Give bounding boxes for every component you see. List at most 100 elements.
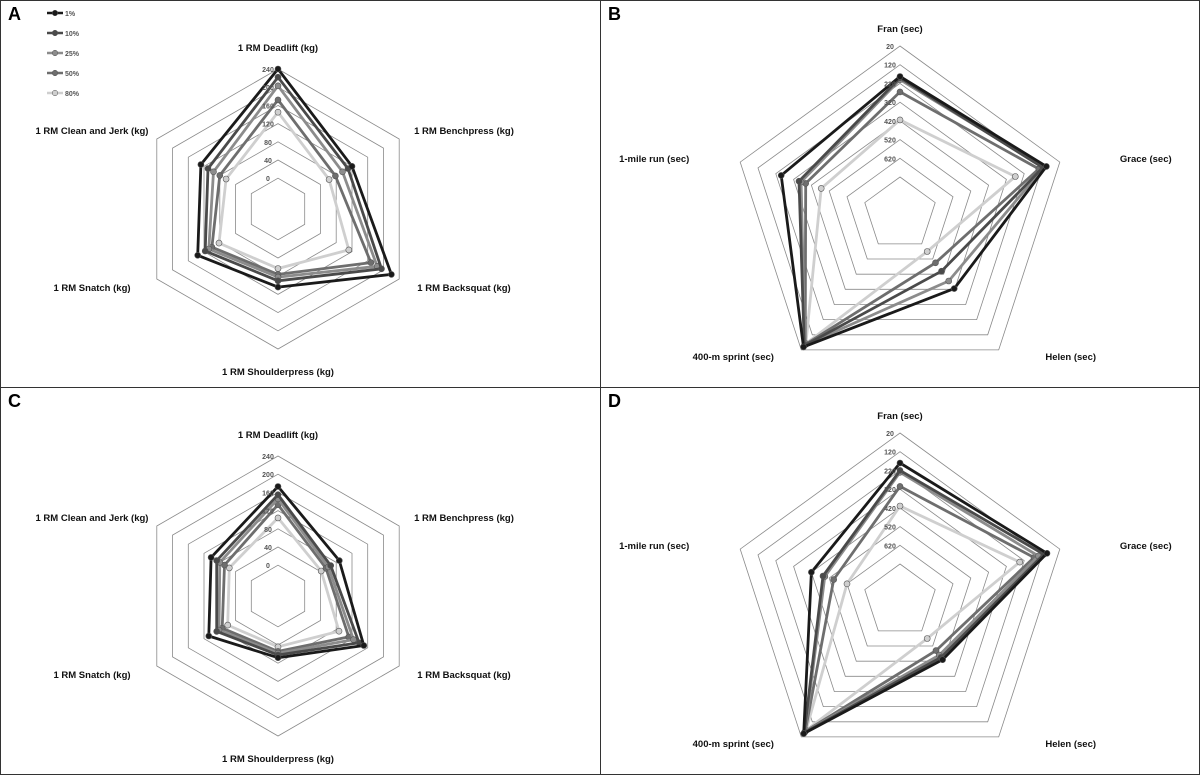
axis-label: 1 RM Snatch (kg) [53,283,130,294]
data-point [274,491,282,498]
data-point [327,562,335,569]
tick-label: 160 [262,103,274,110]
series-line [779,75,1048,349]
tick-labels: 0 40 80 120 160 200 240 [262,67,274,183]
series-group [205,483,368,662]
axis-labels: 1 RM Deadlift (kg) 1 RM Benchpress (kg) 1 … [36,430,514,765]
data-point [367,259,375,266]
data-point [345,246,353,254]
axis-labels: 1 RM Deadlift (kg) 1 RM Benchpress (kg) 1 … [36,43,514,378]
tick-label: 240 [262,454,274,461]
tick-label: 520 [884,138,896,145]
tick-label: 0 [266,563,270,570]
series-line [802,461,1049,736]
data-point [896,483,904,490]
axis-labels: Fran (sec) Grace (sec) Helen (sec) 400-m sp… [619,24,1172,363]
legend-marker [51,69,59,77]
data-point [923,635,931,642]
data-point [197,161,205,168]
grid-ring [156,455,400,737]
panel-d: D 20 120 220 320 420 520 620 Fran (sec) Grace (s… [600,387,1200,775]
tick-label: 200 [262,472,274,479]
grid-ring [187,491,369,701]
axis-label: Fran (sec) [877,411,922,422]
data-point [274,108,282,116]
data-point [274,96,282,104]
tick-label: 620 [884,156,896,163]
tick-label: 220 [884,468,896,475]
grid-ring [172,86,384,332]
data-point [213,628,220,635]
axis-label: 400-m sprint (sec) [693,352,774,363]
legend-marker [51,29,59,37]
axis-label: 1 RM Backsquat (kg) [417,670,510,681]
axis-label: Helen (sec) [1045,739,1096,750]
grid-ring [793,101,1007,305]
data-point [204,165,212,172]
data-point [274,654,282,662]
data-point [950,285,958,292]
data-point [1011,173,1019,180]
tick-label: 80 [264,140,272,147]
axis-label: 1 RM Shoulderpress (kg) [222,754,334,765]
grid-ring [187,104,369,314]
grid-ring [775,82,1025,321]
tick-label: 420 [884,506,896,513]
data-point [339,168,346,176]
grid-ring [846,157,954,260]
grid-ring [739,45,1061,351]
tick-label: 40 [264,158,272,165]
panel-b: B 20 120 220 320 420 520 620 Fran (sec) Grace (s… [600,0,1200,388]
tick-label: 160 [262,490,274,497]
data-point [274,277,282,285]
data-point [388,271,395,278]
legend: 1% 10% 25% 50% 80% [47,9,80,98]
data-point [213,557,220,564]
panel-letter: A [8,4,21,24]
legend-label: 25% [65,51,80,58]
data-point [1043,550,1051,557]
data-point [224,621,231,629]
data-point [207,554,215,561]
tick-label: 120 [262,122,274,129]
data-point [800,343,807,351]
panel-c: C 0 40 80 120 160 200 240 1 RM Deadlift (kg) 1 R… [0,387,601,775]
grid-ring [250,177,306,241]
grid-ring [739,432,1061,738]
legend-marker [51,89,59,97]
axis-label: 1 RM Deadlift (kg) [238,43,318,54]
data-point [325,176,333,183]
data-point [896,502,904,510]
data-point [896,467,904,474]
tick-label: 0 [266,176,270,183]
data-point [360,642,368,649]
tick-label: 120 [884,63,896,70]
data-point [335,557,343,564]
series-line [799,78,1046,347]
axis-label: 1 RM Benchpress (kg) [414,126,514,137]
data-point [945,277,953,285]
grid-ring [793,488,1007,692]
data-point [830,576,837,583]
axis-label: Grace (sec) [1120,541,1172,552]
series-line [802,469,1046,735]
data-point [896,116,904,124]
tick-label: 120 [884,450,896,457]
data-point [215,239,223,247]
legend-label: 1% [65,11,76,18]
grid-ring [235,159,321,259]
tick-label: 40 [264,545,272,552]
tick-label: 220 [884,81,896,88]
legend-marker [51,9,59,17]
grid-ring [757,451,1043,723]
grid-ring [219,141,337,277]
radar-chart-b: 20 120 220 320 420 520 620 Fran (sec) Grace (sec… [619,24,1172,363]
data-point [226,564,233,572]
data-point [274,65,282,73]
grid-ring [156,68,400,350]
data-point [808,568,815,576]
data-point [216,172,224,179]
tick-label: 20 [886,431,894,438]
